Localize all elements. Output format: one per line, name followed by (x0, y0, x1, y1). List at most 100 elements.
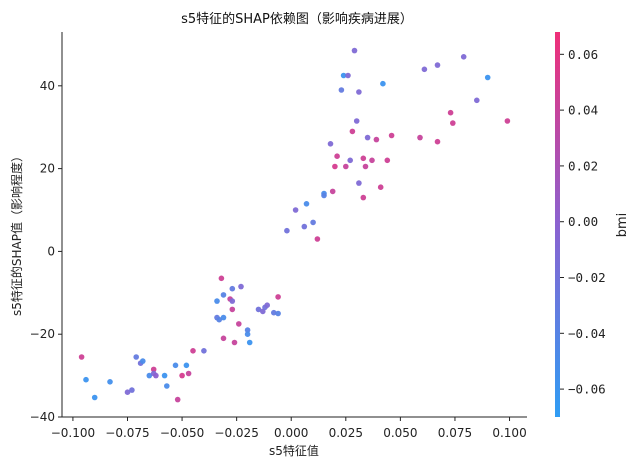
data-point (364, 134, 371, 141)
data-point (377, 184, 384, 190)
y-tick-label: −20 (30, 327, 55, 341)
data-point (373, 136, 380, 143)
colorbar-tick-label: −0.04 (568, 326, 606, 341)
data-point (447, 109, 454, 116)
data-point (83, 376, 89, 383)
x-tick-label: −0.025 (214, 426, 258, 440)
y-axis-ticks: −40 −20 0 20 40 (30, 79, 62, 424)
data-point (340, 72, 347, 79)
data-point (174, 396, 181, 403)
data-point (238, 283, 244, 290)
data-point (229, 285, 236, 292)
data-point (301, 223, 308, 230)
data-point (124, 389, 131, 396)
data-point (338, 87, 345, 93)
data-point (91, 394, 98, 401)
data-point (220, 292, 227, 298)
data-point (172, 362, 179, 369)
data-point (229, 306, 236, 313)
x-tick-label: 0.050 (383, 426, 417, 440)
data-point (417, 134, 423, 141)
data-point (218, 275, 225, 282)
data-point (388, 132, 395, 139)
data-point (140, 358, 146, 364)
colorbar-label: bmi (615, 213, 630, 238)
data-point (321, 192, 327, 199)
data-point (284, 227, 290, 234)
data-point (146, 372, 153, 379)
data-point (164, 383, 170, 389)
data-point (327, 141, 334, 147)
colorbar-tick-label: 0.00 (568, 214, 598, 229)
colorbar-tick-label: −0.02 (568, 270, 606, 285)
x-tick-label: 0.025 (329, 426, 363, 440)
data-point (310, 219, 316, 226)
data-point (349, 128, 356, 135)
data-point (450, 120, 456, 126)
data-point (332, 163, 338, 170)
y-tick-label: 0 (47, 244, 55, 258)
scatter-points (78, 47, 511, 403)
data-point (356, 180, 362, 186)
data-point (434, 138, 441, 145)
data-point (356, 89, 362, 95)
y-axis-title: s5特征的SHAP值（影响程度） (9, 150, 24, 316)
data-point (380, 80, 386, 87)
data-point (220, 335, 227, 342)
data-point (264, 302, 271, 309)
data-point (133, 354, 139, 360)
data-point (353, 118, 360, 124)
data-point (360, 194, 367, 201)
data-point (474, 97, 480, 104)
data-point (161, 372, 168, 379)
data-point (460, 54, 467, 60)
data-point (334, 153, 340, 159)
data-point (107, 379, 113, 385)
data-point (244, 331, 251, 338)
data-point (216, 316, 222, 323)
x-tick-label: 0.100 (492, 426, 526, 440)
x-tick-label: 0.075 (438, 426, 472, 440)
data-point (185, 370, 192, 377)
data-point (362, 163, 369, 170)
data-point (236, 321, 242, 327)
colorbar-tick-label: −0.06 (568, 382, 606, 397)
data-point (345, 72, 351, 79)
y-tick-label: 40 (40, 79, 55, 93)
data-point (303, 201, 310, 207)
data-point (244, 327, 251, 333)
data-point (179, 372, 185, 379)
data-point (384, 157, 391, 164)
data-point (343, 163, 349, 170)
colorbar-tick-label: 0.06 (568, 47, 598, 62)
data-point (421, 66, 428, 73)
x-tick-label: −0.100 (51, 426, 95, 440)
data-point (275, 310, 281, 317)
data-point (260, 308, 266, 315)
data-point (229, 298, 236, 304)
data-point (504, 118, 511, 124)
data-point (201, 348, 207, 354)
y-tick-label: 20 (40, 162, 55, 176)
x-axis-title: s5特征值 (269, 443, 319, 458)
data-point (220, 314, 227, 321)
chart-title: s5特征的SHAP依赖图（影响疾病进展） (181, 11, 413, 27)
axes (61, 32, 527, 418)
x-tick-label: 0.000 (274, 426, 308, 440)
data-point (153, 372, 159, 379)
data-point (329, 188, 336, 195)
colorbar-tick-label: 0.02 (568, 158, 598, 173)
data-point (347, 157, 354, 164)
y-tick-label: −40 (30, 410, 55, 424)
data-point (150, 366, 157, 373)
x-tick-label: −0.050 (160, 426, 204, 440)
data-point (292, 207, 299, 213)
data-point (351, 47, 358, 54)
data-point (275, 294, 281, 300)
x-axis-ticks: −0.100 −0.075 −0.050 −0.025 0.000 0.025 0.050 0… (51, 417, 527, 440)
colorbar-ticks: −0.06 −0.04 −0.02 0.00 0.02 0.04 0.06 (560, 47, 606, 397)
data-point (360, 155, 367, 162)
data-point (129, 387, 135, 393)
x-tick-label: −0.075 (105, 426, 149, 440)
